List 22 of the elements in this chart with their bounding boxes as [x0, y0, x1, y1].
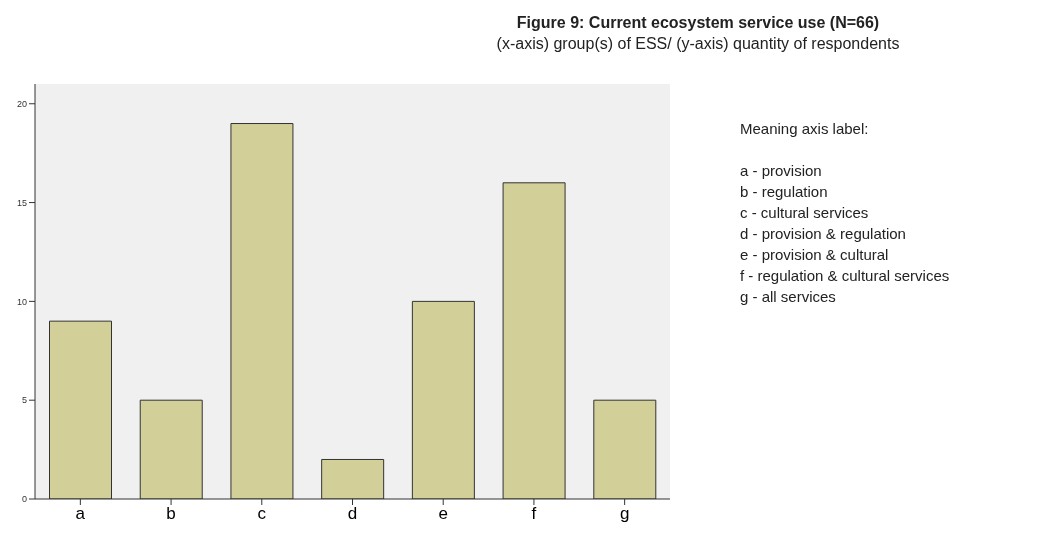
- text: a - provision: [740, 161, 823, 181]
- y-tick-label: 5: [21, 395, 27, 406]
- x-tick-label: c: [257, 504, 267, 524]
- y-tick-label: 15: [16, 197, 27, 208]
- text: c - cultural services: [740, 203, 870, 223]
- text: d - provision & regulation: [740, 224, 907, 244]
- text: e - provision & cultural: [740, 245, 890, 265]
- x-tick-label: b: [166, 504, 176, 524]
- x-tick-label: d: [347, 504, 358, 524]
- y-tick-label: 20: [16, 98, 27, 109]
- x-tick-label: a: [75, 504, 86, 524]
- x-tick-label: g: [619, 504, 630, 524]
- text: b - regulation: [740, 182, 829, 202]
- y-tick-label: 0: [21, 494, 27, 505]
- text: Meaning axis label:: [740, 119, 870, 139]
- chart-title: Figure 9: Current ecosystem service use (N=66): [515, 14, 881, 32]
- chart-subtitle: (x-axis) group(s) of ESS/ (y-axis) quantity of respondents: [495, 35, 901, 53]
- x-tick-label: f: [531, 504, 537, 524]
- text: g - all services: [740, 287, 837, 307]
- text: f - regulation & cultural services: [740, 266, 950, 286]
- x-tick-label: e: [438, 504, 448, 524]
- y-tick-label: 10: [16, 296, 27, 307]
